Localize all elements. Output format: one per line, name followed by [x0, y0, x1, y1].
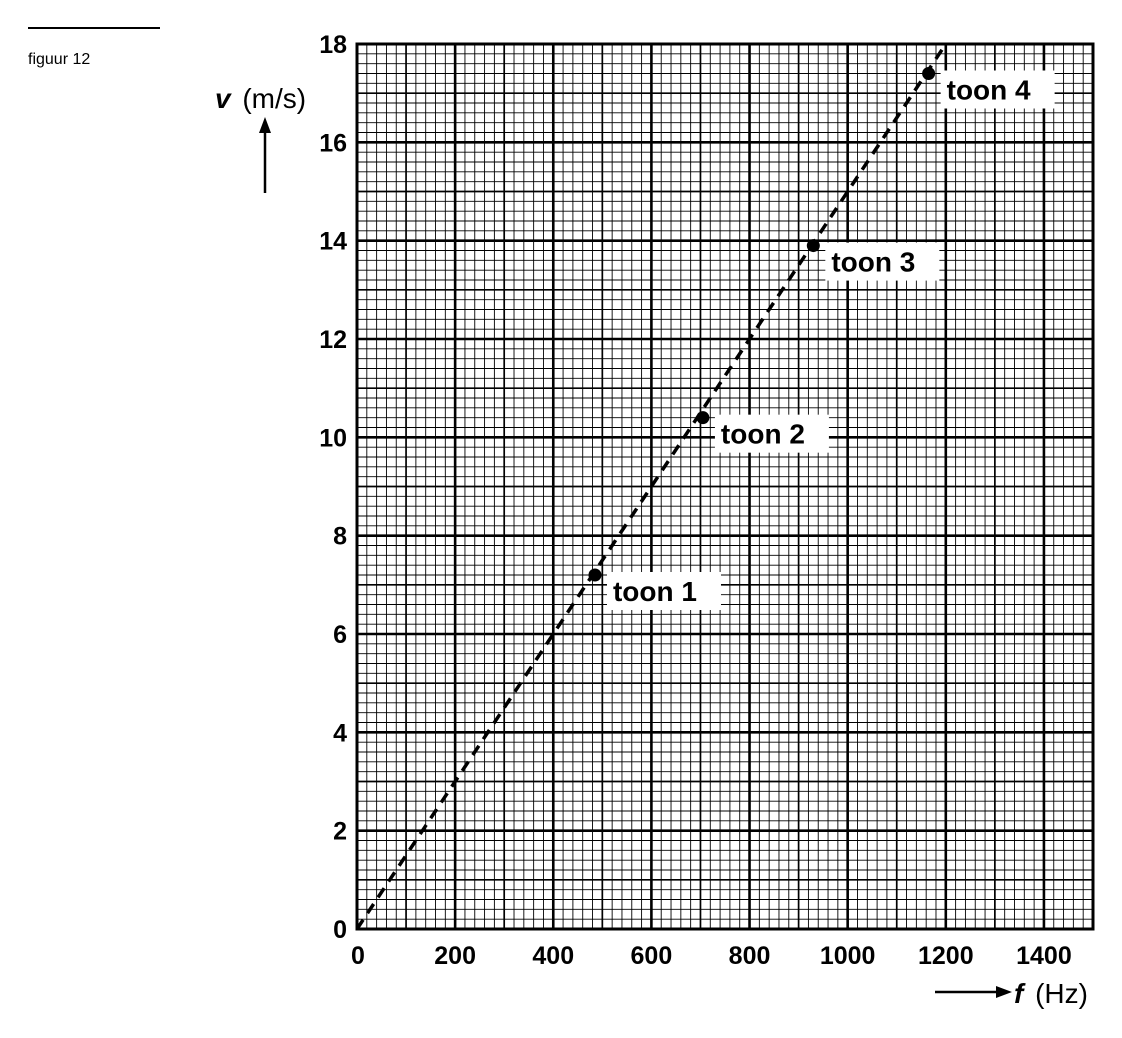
x-axis-unit: (Hz) — [1035, 978, 1088, 1009]
y-tick-labels: 0 2 4 6 8 10 12 14 16 18 — [319, 31, 347, 944]
point-label: toon 1 — [613, 576, 697, 607]
y-tick-label: 16 — [319, 129, 347, 157]
x-tick-label: 400 — [532, 942, 574, 970]
x-tick-label: 600 — [631, 942, 673, 970]
plot-border — [355, 42, 1095, 931]
x-tick-label: 0 — [351, 942, 365, 970]
y-tick-label: 12 — [319, 326, 347, 354]
y-tick-label: 4 — [333, 719, 347, 747]
point-label: toon 3 — [831, 247, 915, 278]
y-tick-label: 0 — [333, 916, 347, 944]
x-tick-label: 200 — [434, 942, 476, 970]
figure-rule — [28, 27, 160, 29]
data-point — [696, 411, 710, 425]
y-tick-label: 14 — [319, 228, 347, 256]
data-point — [588, 568, 602, 582]
y-axis-symbol: v — [215, 83, 232, 114]
x-tick-label: 800 — [729, 942, 771, 970]
y-tick-label: 18 — [319, 31, 347, 59]
point-label-box — [825, 242, 940, 281]
point-label-box — [714, 414, 829, 453]
data-point — [922, 67, 936, 80]
x-tick-label: 1000 — [820, 942, 876, 970]
svg-text:v (m/s): v (m/s) — [215, 83, 306, 114]
y-tick-label: 2 — [333, 818, 347, 846]
x-axis-symbol: f — [1014, 978, 1026, 1009]
y-tick-label: 8 — [333, 523, 347, 551]
y-axis-unit: (m/s) — [242, 83, 306, 114]
y-axis-arrowhead — [259, 117, 271, 133]
trendline — [355, 43, 948, 930]
y-axis-title: v (m/s) — [215, 83, 306, 193]
x-tick-label: 1400 — [1016, 942, 1072, 970]
point-label-box — [606, 572, 721, 610]
y-tick-label: 6 — [333, 621, 347, 649]
data-point — [806, 239, 820, 253]
data-points: toon 1 toon 2 toon 3 toon 4 — [588, 67, 1055, 610]
x-tick-labels: 0 200 400 600 800 1000 1200 1400 — [351, 942, 1072, 970]
svg-text:f (Hz): f (Hz) — [1014, 978, 1088, 1009]
x-axis-arrowhead — [996, 986, 1012, 998]
point-label: toon 4 — [947, 75, 1031, 106]
y-tick-label: 10 — [319, 424, 347, 452]
point-label: toon 2 — [721, 419, 805, 450]
chart-grid — [355, 42, 1094, 931]
point-label-box — [940, 70, 1055, 109]
x-tick-label: 1200 — [918, 942, 974, 970]
figure-caption: figuur 12 — [28, 51, 91, 68]
x-axis-title: f (Hz) — [935, 978, 1088, 1009]
